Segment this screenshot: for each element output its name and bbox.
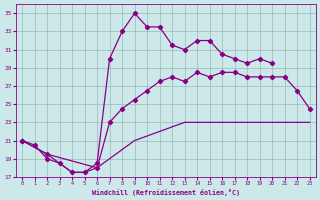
X-axis label: Windchill (Refroidissement éolien,°C): Windchill (Refroidissement éolien,°C) [92, 189, 240, 196]
